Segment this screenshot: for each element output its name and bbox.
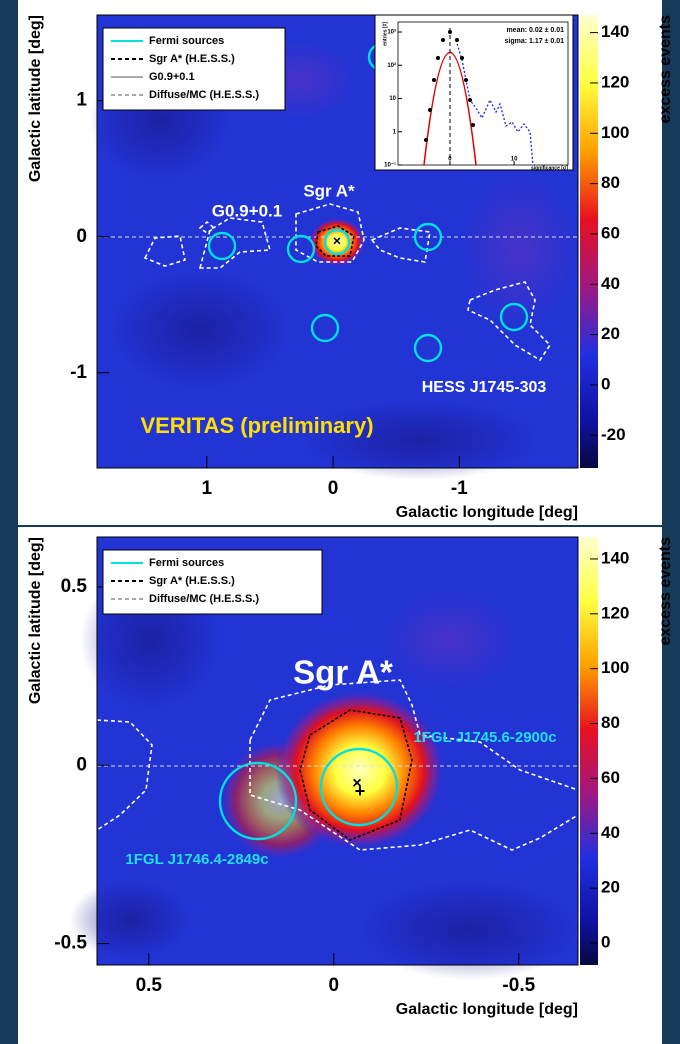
legend-label: Sgr A* (H.E.S.S.): [149, 53, 235, 65]
colorbar-tick-label: 80: [601, 173, 620, 192]
colorbar-tick-label: 100: [601, 123, 629, 142]
annotation: Sgr A*: [293, 654, 393, 691]
annotation: G0.9+0.1: [212, 201, 282, 220]
legend-label: Fermi sources: [149, 557, 224, 569]
colorbar-tick-label: 20: [601, 878, 620, 897]
colorbar-tick-label: 120: [601, 72, 629, 91]
annotation: 1FGL J1745.6-2900c: [413, 729, 556, 746]
colorbar-title: excess events: [657, 15, 674, 124]
legend-label: G0.9+0.1: [149, 71, 195, 83]
inset-point: [464, 78, 468, 82]
inset-point: [436, 56, 440, 60]
centroid-marker: +: [355, 781, 366, 801]
inset-point: [468, 98, 472, 102]
figure: × × + 10-110-1Galactic longitude [deg]Ga…: [0, 0, 680, 1044]
inset-point: [460, 56, 464, 60]
colorbar-tick-label: 40: [601, 274, 620, 293]
colorbar-tick-label: 60: [601, 223, 620, 242]
x-tick-label: 0.5: [136, 975, 163, 996]
x-tick-label: -0.5: [502, 975, 535, 996]
annotation: 1FGL J1746.4-2849c: [125, 851, 268, 868]
x-tick-label: 0: [328, 478, 339, 499]
y-tick-label: 0: [76, 754, 87, 775]
inset-y-tick-label: 10: [389, 96, 396, 102]
colorbar-tick-label: 100: [601, 658, 629, 677]
inset-point: [432, 78, 436, 82]
inset-point: [441, 38, 445, 42]
colorbar-tick-label: 0: [601, 374, 610, 393]
y-axis-title: Galactic latitude [deg]: [27, 537, 44, 704]
colorbar-tick-label: 140: [601, 22, 629, 41]
colorbar-title: excess events: [657, 537, 674, 646]
y-tick-label: -1: [70, 362, 87, 383]
page: × × + 10-110-1Galactic longitude [deg]Ga…: [0, 0, 680, 1044]
colorbar: [580, 537, 598, 965]
inset-y-tick-label: 10³: [387, 29, 396, 36]
inset-point: [471, 123, 475, 127]
colorbar-tick-label: 120: [601, 603, 629, 622]
inset-point: [448, 30, 452, 34]
inset-point: [455, 38, 459, 42]
legend-label: Diffuse/MC (H.E.S.S.): [149, 593, 259, 605]
inset-y-title: entries [#]: [382, 22, 388, 46]
inset-y-tick-label: 10²: [387, 62, 396, 69]
x-tick-label: -1: [451, 478, 468, 499]
annotation: VERITAS (preliminary): [140, 413, 373, 438]
x-axis-title: Galactic longitude [deg]: [396, 1001, 578, 1018]
y-tick-label: 0.5: [61, 576, 88, 597]
legend-label: Sgr A* (H.E.S.S.): [149, 575, 235, 587]
texture: [110, 270, 290, 390]
y-tick-label: 0: [76, 226, 87, 247]
y-tick-label: -0.5: [54, 933, 87, 954]
annotation: HESS J1745-303: [422, 379, 547, 396]
colorbar-tick-label: 140: [601, 548, 629, 567]
colorbar-tick-label: 60: [601, 768, 620, 787]
inset-point: [424, 138, 428, 142]
annotation: Sgr A*: [303, 181, 355, 200]
x-axis-title: Galactic longitude [deg]: [396, 504, 578, 521]
sgra-marker: ×: [333, 233, 341, 249]
texture: [380, 590, 520, 690]
inset-y-tick-label: 10⁻¹: [384, 162, 396, 169]
legend-label: Fermi sources: [149, 35, 224, 47]
inset-stat: sigma: 1.17 ± 0.01: [505, 38, 565, 45]
colorbar-tick-label: 0: [601, 933, 610, 952]
colorbar-tick-label: 20: [601, 324, 620, 343]
colorbar-tick-label: -20: [601, 425, 626, 444]
inset-point: [428, 108, 432, 112]
inset-x-tick-label: 10: [511, 157, 518, 163]
y-tick-label: 1: [76, 90, 87, 111]
inset-stat: mean: 0.02 ± 0.01: [506, 27, 564, 34]
inset-x-title: significance [σ]: [531, 165, 568, 171]
x-tick-label: 1: [202, 478, 213, 499]
legend-label: Diffuse/MC (H.E.S.S.): [149, 89, 259, 101]
texture: [70, 880, 190, 960]
colorbar-tick-label: 80: [601, 713, 620, 732]
y-axis-title: Galactic latitude [deg]: [27, 15, 44, 182]
colorbar-tick-label: 40: [601, 823, 620, 842]
x-tick-label: 0: [329, 975, 340, 996]
